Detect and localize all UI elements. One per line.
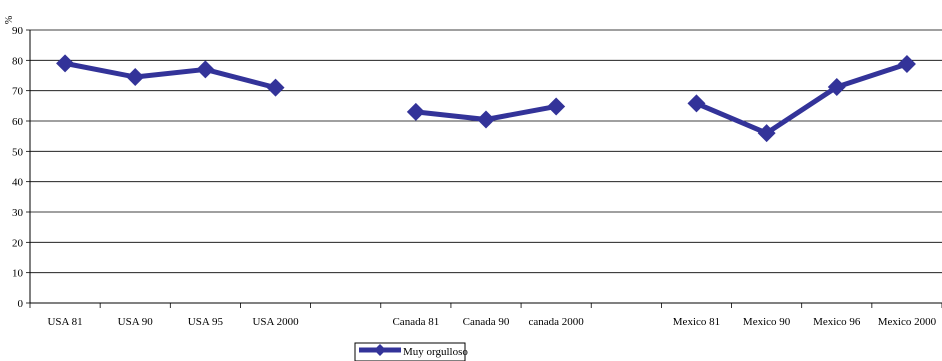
data-point (827, 78, 846, 97)
y-tick-label: 30 (12, 207, 24, 219)
y-tick-label: 60 (12, 116, 24, 128)
gridlines (30, 29, 942, 274)
legend: Muy orgulloso (354, 342, 468, 361)
x-tick-label: Canada 81 (392, 316, 439, 328)
data-point (266, 78, 285, 97)
y-axis-unit-label: % (4, 16, 15, 24)
y-tick-label: 50 (12, 146, 24, 158)
data-point (757, 124, 776, 143)
series-line-segment (64, 60, 277, 91)
data-point (897, 54, 916, 73)
data-point (56, 54, 75, 73)
x-axis: USA 81 USA 90 USA 95 USA 2000 Canada 81 Canad… (29, 302, 942, 328)
x-tick-label: canada 2000 (529, 316, 585, 328)
y-tick-label: 90 (12, 25, 24, 37)
y-tick-label: 40 (12, 177, 24, 189)
data-point (196, 60, 215, 79)
x-tick-label: USA 81 (47, 316, 82, 328)
x-tick-label: Mexico 90 (743, 316, 791, 328)
y-tick-label: 0 (18, 298, 24, 310)
y-tick-label: 70 (12, 86, 24, 98)
y-tick-label: 10 (12, 268, 24, 280)
series-markers (56, 54, 916, 143)
data-point (406, 102, 425, 121)
data-point (477, 110, 495, 129)
x-tick-label: Canada 90 (463, 316, 510, 328)
x-tick-label: USA 90 (118, 316, 154, 328)
x-tick-label: Mexico 81 (673, 316, 720, 328)
legend-label: Muy orgulloso (403, 346, 468, 358)
data-point (126, 68, 145, 87)
x-tick-label: Mexico 96 (813, 316, 861, 328)
y-tick-label: 20 (12, 237, 24, 249)
data-point (547, 97, 566, 116)
legend-marker-swatch (374, 344, 386, 356)
series-line-segment (695, 61, 908, 136)
x-tick-label: Mexico 2000 (878, 316, 937, 328)
data-point (687, 94, 706, 113)
y-axis: % 0 10 20 30 40 50 60 70 80 90 (4, 16, 31, 310)
y-tick-label: 80 (12, 55, 24, 67)
x-tick-label: USA 2000 (252, 316, 299, 328)
x-tick-label: USA 95 (188, 316, 224, 328)
